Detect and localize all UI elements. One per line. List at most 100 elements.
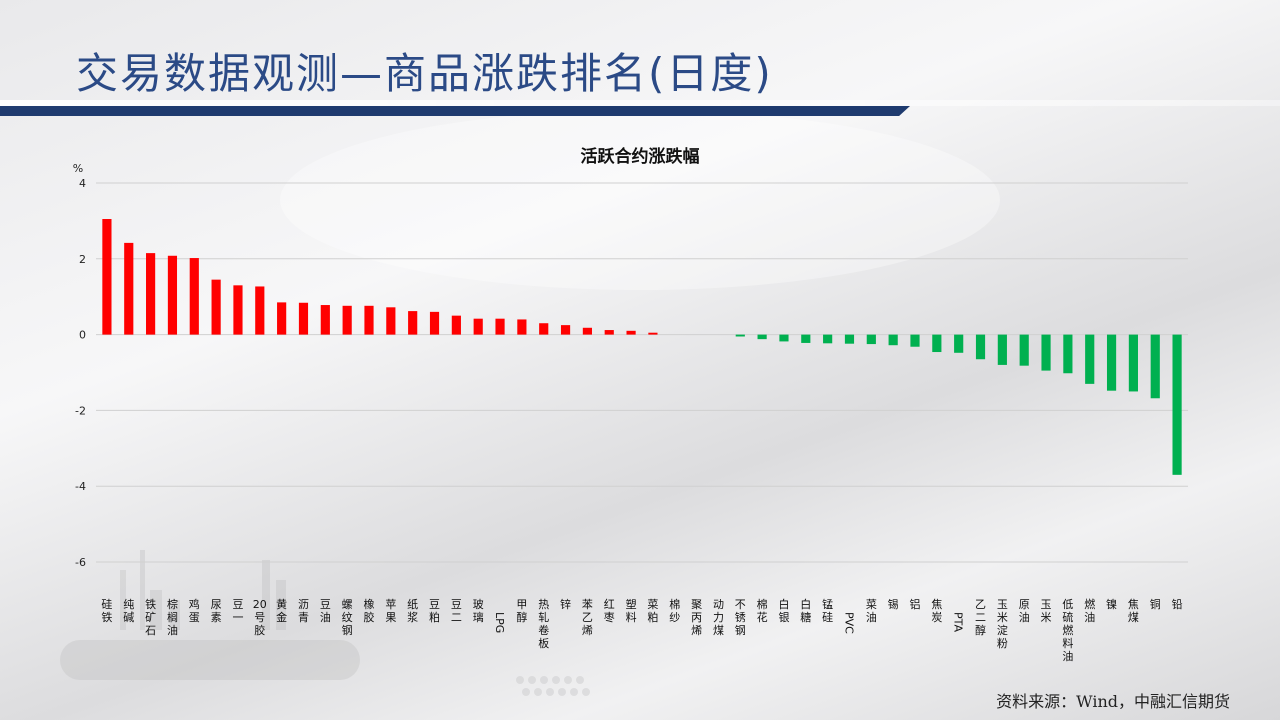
x-tick-label: 黄金 xyxy=(276,597,287,624)
x-tick-label: 沥青 xyxy=(298,598,309,624)
bar xyxy=(779,334,789,342)
bar xyxy=(1172,334,1182,475)
bar xyxy=(1085,334,1095,384)
x-tick-label: 棉纱 xyxy=(669,597,680,624)
y-tick-label: 0 xyxy=(79,329,86,342)
x-tick-label: 纯碱 xyxy=(123,598,134,624)
bar xyxy=(1019,334,1029,366)
bar xyxy=(102,219,112,335)
y-axis-unit: % xyxy=(73,162,83,175)
x-tick-label: 菜粕 xyxy=(647,598,658,624)
bar xyxy=(866,334,876,345)
bar xyxy=(364,305,374,335)
x-tick-label: PVC xyxy=(842,612,855,634)
bar xyxy=(517,319,527,335)
page-title: 交易数据观测—商品涨跌排名(日度) xyxy=(76,49,773,98)
x-tick-label: 低硫燃料油 xyxy=(1062,598,1073,663)
bar xyxy=(473,318,483,335)
y-tick-label: 4 xyxy=(79,177,86,190)
bar xyxy=(1041,334,1051,371)
bar xyxy=(451,315,461,335)
x-tick-label: 锡 xyxy=(888,597,899,611)
bar xyxy=(626,330,636,335)
bar xyxy=(1063,334,1073,374)
x-tick-label: 纸浆 xyxy=(407,598,418,624)
bar xyxy=(189,258,199,335)
bar xyxy=(124,242,134,335)
bar xyxy=(255,286,265,335)
x-tick-label: 铁矿石 xyxy=(145,598,156,637)
bar xyxy=(167,255,178,335)
bar xyxy=(560,325,571,335)
x-tick-label: 豆二 xyxy=(451,598,462,624)
x-tick-label: 原油 xyxy=(1019,598,1030,624)
x-tick-label: 不锈钢 xyxy=(735,598,746,637)
x-tick-label: 焦炭 xyxy=(931,598,942,624)
x-tick-label: 苯乙烯 xyxy=(582,597,593,637)
bar xyxy=(801,334,811,343)
x-tick-label: 白糖 xyxy=(800,597,811,624)
x-tick-label: 菜油 xyxy=(866,598,877,624)
x-tick-label: 橡胶 xyxy=(364,598,375,624)
x-tick-label: 豆油 xyxy=(320,598,331,624)
x-tick-label: 铅 xyxy=(1172,597,1183,611)
x-tick-label: 棉花 xyxy=(757,597,768,624)
x-tick-label: 螺纹钢 xyxy=(342,598,353,637)
bar xyxy=(910,334,920,347)
bar xyxy=(997,334,1007,365)
bar xyxy=(1128,334,1138,392)
x-tick-label: 20 号胶 xyxy=(253,598,267,637)
source-note: 资料来源：Wind，中融汇信期货 xyxy=(996,692,1230,711)
y-tick-label: -2 xyxy=(75,404,86,417)
chart-title: 活跃合约涨跌幅 xyxy=(580,147,700,167)
bar xyxy=(954,334,964,353)
bar xyxy=(932,334,942,353)
x-tick-label: 玉米 xyxy=(1041,598,1052,624)
bar xyxy=(735,334,745,337)
bar xyxy=(429,311,440,335)
bar xyxy=(320,305,330,335)
x-tick-label: 苹果 xyxy=(385,597,396,624)
x-tick-label: LPG xyxy=(493,612,506,633)
x-tick-label: 动力煤 xyxy=(713,598,724,637)
bar xyxy=(298,302,309,335)
x-tick-label: 塑料 xyxy=(626,597,637,624)
bar xyxy=(211,279,221,335)
title-rule-highlight xyxy=(0,100,1280,106)
bar xyxy=(1106,334,1117,391)
bar xyxy=(823,334,833,344)
x-tick-label: 燃油 xyxy=(1084,597,1095,624)
x-tick-label: 甲醇 xyxy=(516,598,527,624)
bar xyxy=(582,327,592,335)
x-tick-label: 硅铁 xyxy=(101,598,112,624)
x-tick-label: 锰硅 xyxy=(822,597,833,624)
bar xyxy=(604,330,614,335)
x-tick-label: 棕榈油 xyxy=(167,597,178,637)
bar xyxy=(757,334,767,340)
x-tick-label: 鸡蛋 xyxy=(189,597,200,624)
x-tick-label: 镍 xyxy=(1106,597,1117,611)
x-tick-label: 玉米淀粉 xyxy=(997,598,1008,650)
x-tick-label: 玻璃 xyxy=(473,598,484,624)
bar xyxy=(648,332,658,335)
x-tick-label: 铝 xyxy=(910,597,921,611)
bar xyxy=(539,323,549,335)
x-tick-label: 乙二醇 xyxy=(975,598,986,637)
y-tick-label: -4 xyxy=(75,480,86,493)
bar xyxy=(888,334,898,346)
x-tick-label: 铜 xyxy=(1150,597,1161,611)
bar xyxy=(844,334,855,344)
bar xyxy=(495,318,505,335)
bar xyxy=(342,305,352,335)
y-tick-label: -6 xyxy=(75,556,86,569)
x-tick-label: 锌 xyxy=(560,597,571,611)
x-tick-label: 焦煤 xyxy=(1128,598,1139,624)
bar xyxy=(277,302,287,335)
bar xyxy=(1150,334,1160,399)
x-tick-label: 热轧卷板 xyxy=(538,598,549,650)
bar xyxy=(386,307,396,335)
bar xyxy=(233,285,243,335)
bar xyxy=(408,311,418,335)
x-tick-label: 红枣 xyxy=(604,598,615,624)
